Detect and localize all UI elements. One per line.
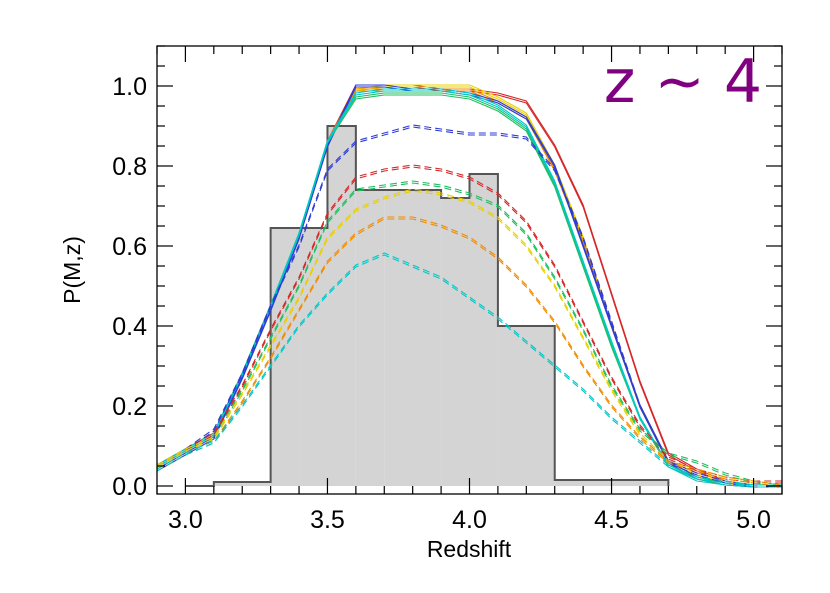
series-line-12-dashed (157, 254, 782, 488)
histogram-bar (327, 126, 356, 486)
histogram-bar (384, 190, 442, 486)
y-tick-label: 0.6 (112, 233, 147, 261)
series-line-11-dashed (157, 218, 782, 488)
histogram-outline (185, 125, 670, 487)
x-tick-label: 3.5 (310, 506, 345, 534)
series-line-12-dashed (157, 252, 782, 486)
x-tick-label: 5.0 (736, 506, 771, 534)
series-line-7-dashed (157, 126, 782, 488)
y-axis-label: P(M,z) (59, 236, 85, 304)
histogram-bar (441, 198, 470, 486)
histogram-bar (611, 480, 669, 486)
y-tick-label: 0.4 (112, 313, 147, 341)
y-tick-label: 1.0 (112, 73, 147, 101)
text-layer: Redshift P(M,z) z ~ 4 3.0 3.5 4.0 4.5 5.0 0.0… (59, 47, 771, 562)
x-tick-label: 4.5 (594, 506, 629, 534)
histogram-bar (355, 190, 385, 486)
histogram-bar (497, 326, 555, 486)
x-tick-label: 4.0 (452, 506, 487, 534)
series-line-8-dashed (157, 164, 782, 482)
series-line-7-dashed (157, 124, 782, 486)
x-axis-label: Redshift (427, 536, 512, 562)
series-line-9-dashed (157, 180, 782, 486)
axes-layer (156, 45, 783, 495)
redshift-annotation: z ~ 4 (604, 47, 762, 117)
histogram-bar (270, 228, 300, 486)
y-tick-label: 0.0 (112, 473, 147, 501)
x-tick-label: 3.0 (168, 506, 203, 534)
histogram-layer (185, 125, 670, 487)
series-line-9-dashed (157, 182, 782, 488)
series-line-11-dashed (157, 216, 782, 486)
histogram-bar (554, 480, 612, 486)
histogram-bar (213, 482, 271, 486)
y-tick-label: 0.8 (112, 153, 147, 181)
series-line-8-dashed (157, 166, 782, 484)
y-tick-label: 0.2 (112, 393, 147, 421)
histogram-bar (469, 174, 498, 486)
series-layer (157, 84, 782, 488)
